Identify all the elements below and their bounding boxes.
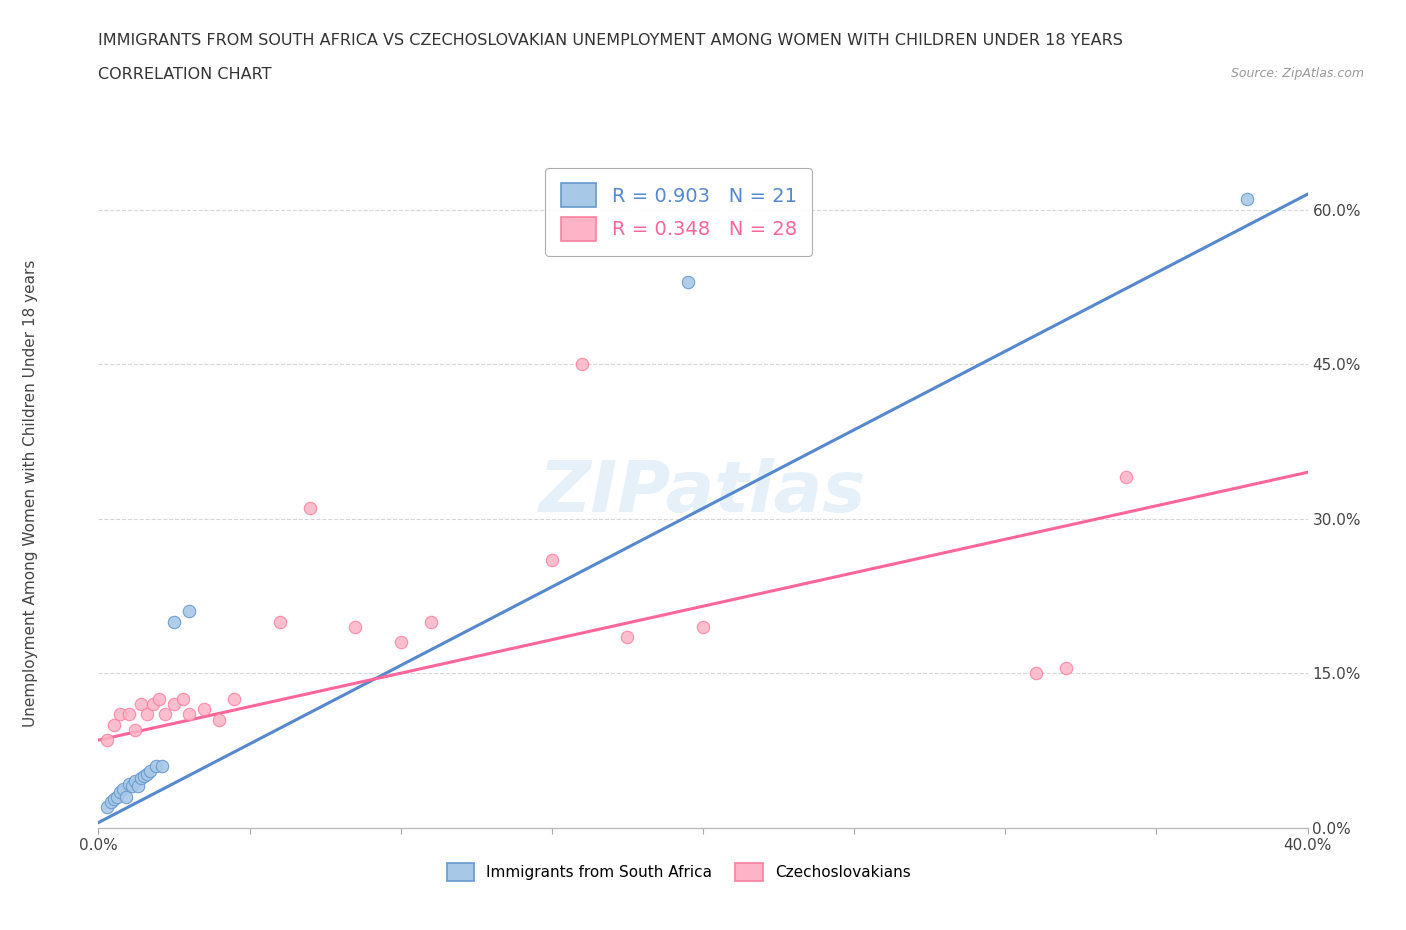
Point (163, 697, 186, 711)
Point (105, 790, 128, 804)
Point (692, 619, 714, 634)
Point (193, 702, 215, 717)
Point (111, 781, 134, 796)
Point (108, 784, 131, 799)
Point (1024, 666, 1046, 681)
Point (419, 614, 441, 629)
Point (571, 357, 593, 372)
Point (121, 779, 143, 794)
Point (132, 769, 155, 784)
Text: IMMIGRANTS FROM SOUTH AFRICA VS CZECHOSLOVAKIAN UNEMPLOYMENT AMONG WOMEN WITH CH: IMMIGRANTS FROM SOUTH AFRICA VS CZECHOSL… (98, 33, 1123, 47)
Point (96, 800, 118, 815)
Text: CORRELATION CHART: CORRELATION CHART (98, 67, 271, 82)
Point (389, 635, 412, 650)
Point (153, 707, 176, 722)
Point (118, 707, 141, 722)
Point (177, 604, 201, 618)
Point (150, 759, 173, 774)
Text: Source: ZipAtlas.com: Source: ZipAtlas.com (1230, 67, 1364, 80)
Text: Unemployment Among Women with Children Under 18 years: Unemployment Among Women with Children U… (24, 259, 38, 726)
Point (124, 774, 146, 789)
Point (224, 692, 246, 707)
Point (344, 619, 367, 634)
Point (103, 791, 125, 806)
Point (676, 274, 699, 289)
Point (135, 766, 157, 781)
Point (299, 501, 322, 516)
Point (114, 790, 136, 804)
Point (118, 777, 141, 791)
Point (96, 733, 118, 748)
Point (145, 759, 167, 774)
Point (1236, 192, 1258, 206)
Point (269, 614, 291, 629)
Point (135, 707, 157, 722)
Point (1054, 660, 1077, 675)
Point (129, 771, 152, 786)
Point (177, 707, 201, 722)
Point (540, 552, 562, 567)
Point (208, 712, 231, 727)
Point (108, 707, 131, 722)
Point (139, 764, 162, 778)
Point (163, 614, 186, 629)
Point (124, 723, 146, 737)
Point (127, 779, 149, 794)
Point (100, 794, 122, 809)
Point (148, 692, 170, 707)
Legend: Immigrants from South Africa, Czechoslovakians: Immigrants from South Africa, Czechoslov… (440, 857, 917, 887)
Text: ZIPatlas: ZIPatlas (540, 458, 866, 527)
Point (103, 717, 125, 732)
Point (616, 630, 638, 644)
Point (172, 692, 194, 707)
Point (129, 697, 152, 711)
Point (142, 697, 165, 711)
Point (1115, 470, 1137, 485)
